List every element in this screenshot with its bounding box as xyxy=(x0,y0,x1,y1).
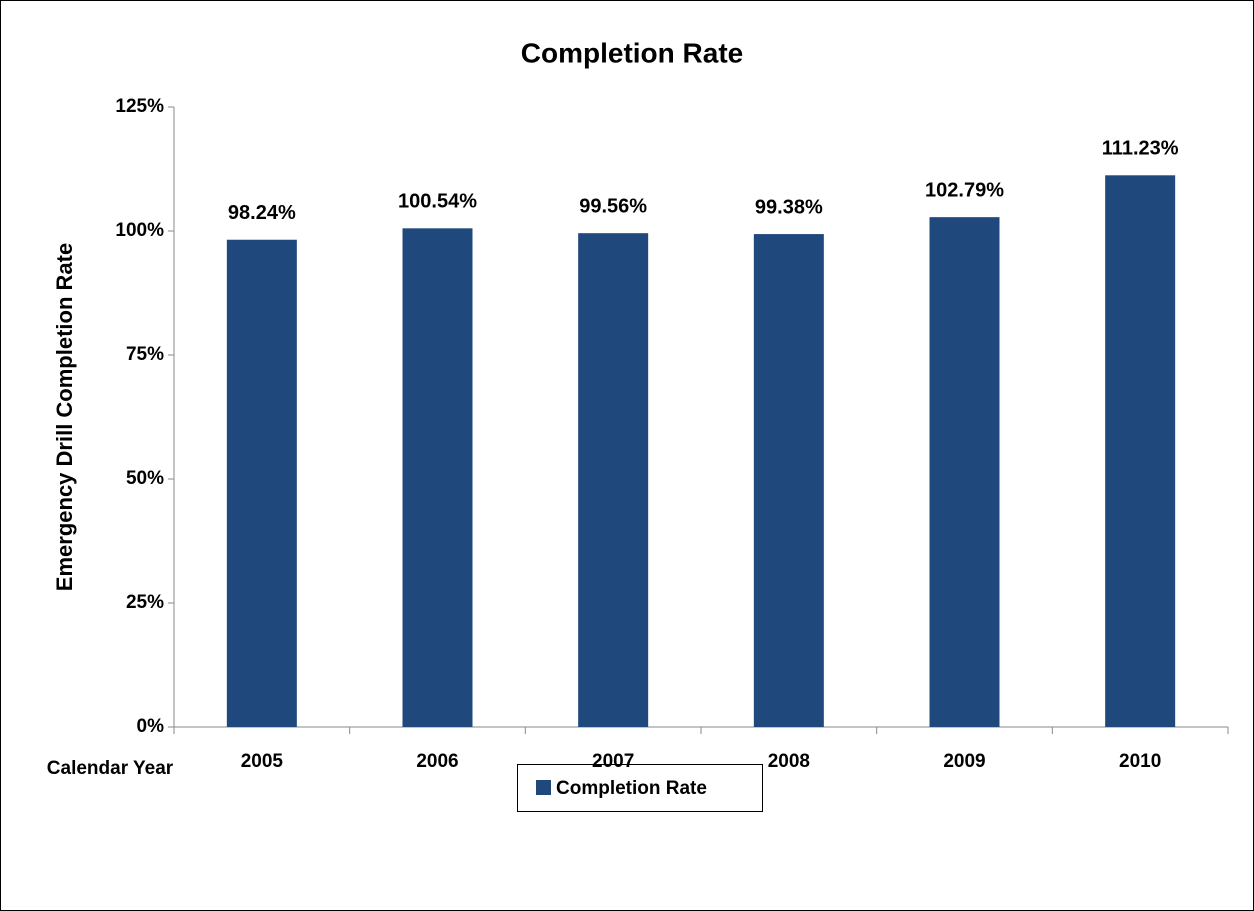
bar xyxy=(402,228,473,727)
bar xyxy=(226,239,297,727)
x-tick-label: 2006 xyxy=(416,751,458,772)
bar xyxy=(929,217,1000,727)
chart-title: Completion Rate xyxy=(521,37,743,68)
data-label: 111.23% xyxy=(1102,138,1179,160)
bar xyxy=(1105,175,1176,727)
x-tick-label: 2008 xyxy=(768,751,810,772)
data-label: 98.24% xyxy=(228,202,296,224)
x-tick-label: 2009 xyxy=(943,751,985,772)
data-label: 100.54% xyxy=(398,191,477,213)
y-axis-label: Emergency Drill Completion Rate xyxy=(52,243,77,591)
data-label: 99.38% xyxy=(755,196,823,218)
y-tick-label: 25% xyxy=(126,592,164,613)
legend-label: Completion Rate xyxy=(556,778,707,799)
y-tick-label: 100% xyxy=(115,220,164,241)
x-tick-label: 2010 xyxy=(1119,751,1161,772)
bar xyxy=(753,234,824,727)
data-label: 99.56% xyxy=(579,195,647,217)
y-tick-label: 0% xyxy=(137,716,165,737)
y-tick-label: 50% xyxy=(126,468,164,489)
bar xyxy=(578,233,649,727)
data-label: 102.79% xyxy=(925,179,1004,201)
x-axis-label: Calendar Year xyxy=(47,758,174,779)
y-tick-label: 125% xyxy=(115,96,164,117)
legend-swatch xyxy=(536,780,551,795)
x-tick-label: 2005 xyxy=(241,751,284,772)
x-tick-label: 2007 xyxy=(592,751,634,772)
legend-box xyxy=(517,764,763,812)
y-tick-label: 75% xyxy=(126,344,164,365)
